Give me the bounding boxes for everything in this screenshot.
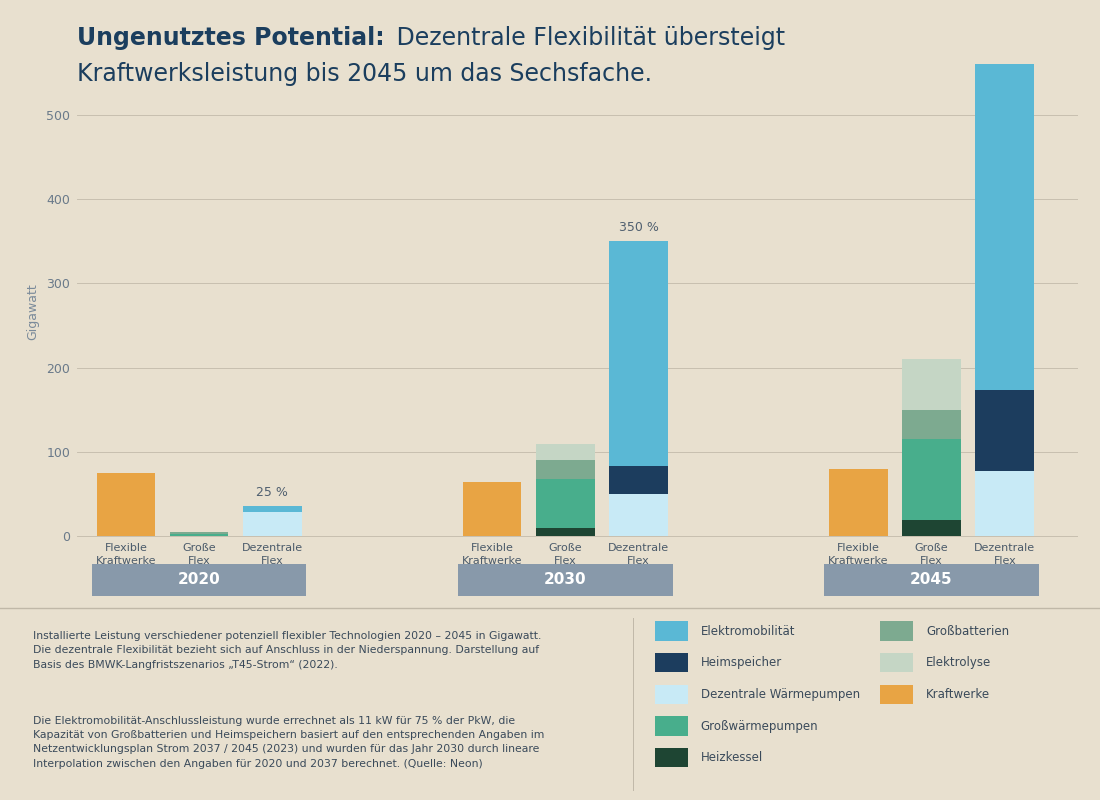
Text: Heizkessel: Heizkessel — [701, 751, 763, 764]
FancyBboxPatch shape — [880, 653, 913, 672]
Bar — [243, 506, 301, 512]
Text: Flexible
Kraftwerke: Flexible Kraftwerke — [828, 543, 889, 566]
Bar — [169, 532, 229, 534]
FancyBboxPatch shape — [654, 653, 688, 672]
Text: Flexible
Kraftwerke: Flexible Kraftwerke — [462, 543, 522, 566]
Y-axis label: Gigawatt: Gigawatt — [26, 284, 40, 340]
Bar — [902, 359, 960, 410]
Text: Dezentrale Flexibilität übersteigt: Dezentrale Flexibilität übersteigt — [389, 26, 785, 50]
Text: Großbatterien: Großbatterien — [926, 625, 1010, 638]
Bar — [902, 410, 960, 439]
Text: Kraftwerksleistung bis 2045 um das Sechsfache.: Kraftwerksleistung bis 2045 um das Sechs… — [77, 62, 652, 86]
Text: Dezentrale
Flex: Dezentrale Flex — [242, 543, 302, 566]
Text: Dezentrale Wärmepumpen: Dezentrale Wärmepumpen — [701, 688, 860, 701]
Text: Große
Flex: Große Flex — [915, 543, 948, 566]
Text: Flexible
Kraftwerke: Flexible Kraftwerke — [96, 543, 156, 566]
FancyBboxPatch shape — [654, 622, 688, 641]
Bar — [536, 461, 595, 479]
Bar — [536, 443, 595, 461]
Bar — [609, 494, 668, 536]
FancyBboxPatch shape — [880, 685, 913, 704]
Bar — [97, 473, 155, 536]
Bar — [902, 439, 960, 519]
Bar — [609, 466, 668, 494]
Bar — [463, 482, 521, 536]
FancyBboxPatch shape — [880, 622, 913, 641]
Bar — [976, 390, 1034, 470]
Bar — [169, 535, 229, 536]
Text: Dezentrale
Flex: Dezentrale Flex — [975, 543, 1035, 566]
Bar — [536, 479, 595, 528]
Text: Die Elektromobilität-Anschlussleistung wurde errechnet als 11 kW für 75 % der Pk: Die Elektromobilität-Anschlussleistung w… — [33, 715, 544, 769]
Text: Elektromobilität: Elektromobilität — [701, 625, 795, 638]
Text: 2030: 2030 — [544, 573, 586, 587]
Bar — [902, 519, 960, 536]
Text: Heimspeicher: Heimspeicher — [701, 656, 782, 670]
Bar — [976, 5, 1034, 390]
Text: 350 %: 350 % — [618, 222, 659, 234]
Text: 25 %: 25 % — [256, 486, 288, 499]
Text: Elektrolyse: Elektrolyse — [926, 656, 991, 670]
Text: Große
Flex: Große Flex — [183, 543, 216, 566]
Bar — [243, 512, 301, 536]
Bar — [609, 241, 668, 466]
Text: Kraftwerke: Kraftwerke — [926, 688, 990, 701]
Bar — [976, 470, 1034, 536]
Text: Große
Flex: Große Flex — [549, 543, 582, 566]
Text: Großwärmepumpen: Großwärmepumpen — [701, 719, 818, 733]
Text: 2020: 2020 — [178, 573, 220, 587]
FancyBboxPatch shape — [654, 748, 688, 767]
Bar — [536, 528, 595, 536]
Text: Ungenutztes Potential:: Ungenutztes Potential: — [77, 26, 385, 50]
FancyBboxPatch shape — [654, 717, 688, 736]
Bar — [169, 534, 229, 535]
Text: Dezentrale
Flex: Dezentrale Flex — [608, 543, 669, 566]
FancyBboxPatch shape — [654, 685, 688, 704]
Bar — [829, 469, 888, 536]
Text: 2045: 2045 — [910, 573, 953, 587]
Text: Installierte Leistung verschiedener potenziell flexibler Technologien 2020 – 204: Installierte Leistung verschiedener pote… — [33, 631, 541, 670]
